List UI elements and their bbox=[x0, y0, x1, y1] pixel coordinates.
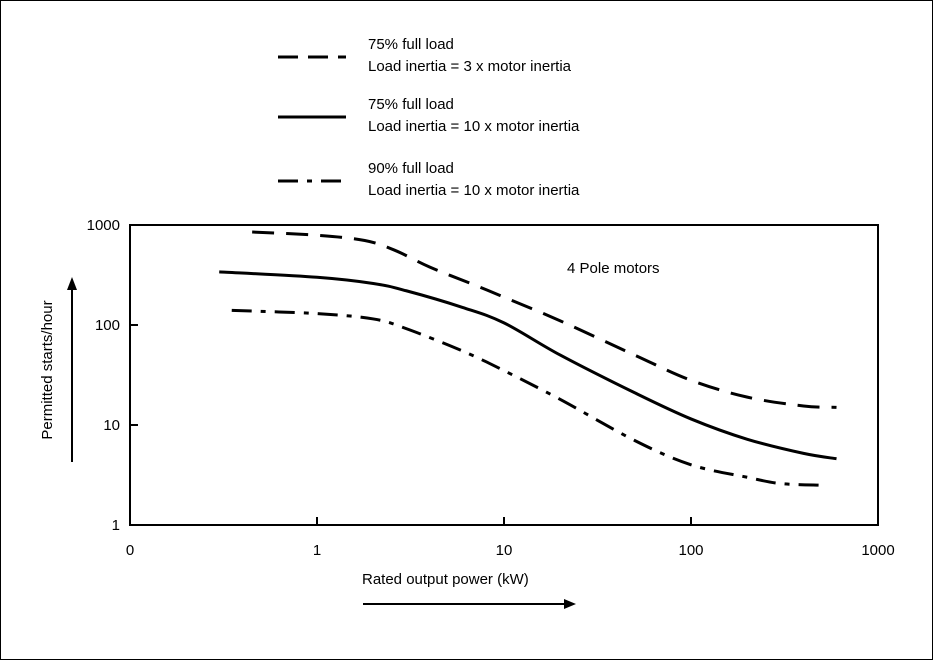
series-line-3 bbox=[231, 308, 822, 487]
x-tick-label: 1 bbox=[313, 542, 321, 559]
y-tick-label: 1000 bbox=[87, 217, 120, 234]
x-tick-label: 1000 bbox=[861, 542, 894, 559]
axis-arrows bbox=[67, 277, 576, 609]
y-tick-label: 100 bbox=[95, 317, 120, 334]
chart-annotation: 4 Pole motors bbox=[567, 260, 660, 277]
y-tick-label: 10 bbox=[103, 417, 120, 434]
legend: 75% full load Load inertia = 3 x motor in… bbox=[278, 36, 580, 199]
x-tick-label: 0 bbox=[126, 542, 134, 559]
x-tick-label: 10 bbox=[496, 542, 513, 559]
y-axis-label: Permitted starts/hour bbox=[39, 300, 56, 439]
legend-label-1: 75% full load Load inertia = 3 x motor in… bbox=[368, 36, 572, 75]
x-axis-label: Rated output power (kW) bbox=[362, 571, 529, 588]
series-line-2 bbox=[219, 270, 837, 461]
x-tick-label: 100 bbox=[678, 542, 703, 559]
series-line-1 bbox=[252, 230, 837, 409]
x-axis-arrowhead bbox=[564, 599, 576, 609]
y-axis-arrowhead bbox=[67, 277, 77, 290]
legend-label-3: 90% full load Load inertia = 10 x motor i… bbox=[368, 160, 580, 199]
y-tick-label: 1 bbox=[112, 517, 120, 534]
legend-label-2: 75% full load Load inertia = 10 x motor i… bbox=[368, 96, 580, 135]
series-layer bbox=[219, 230, 837, 487]
